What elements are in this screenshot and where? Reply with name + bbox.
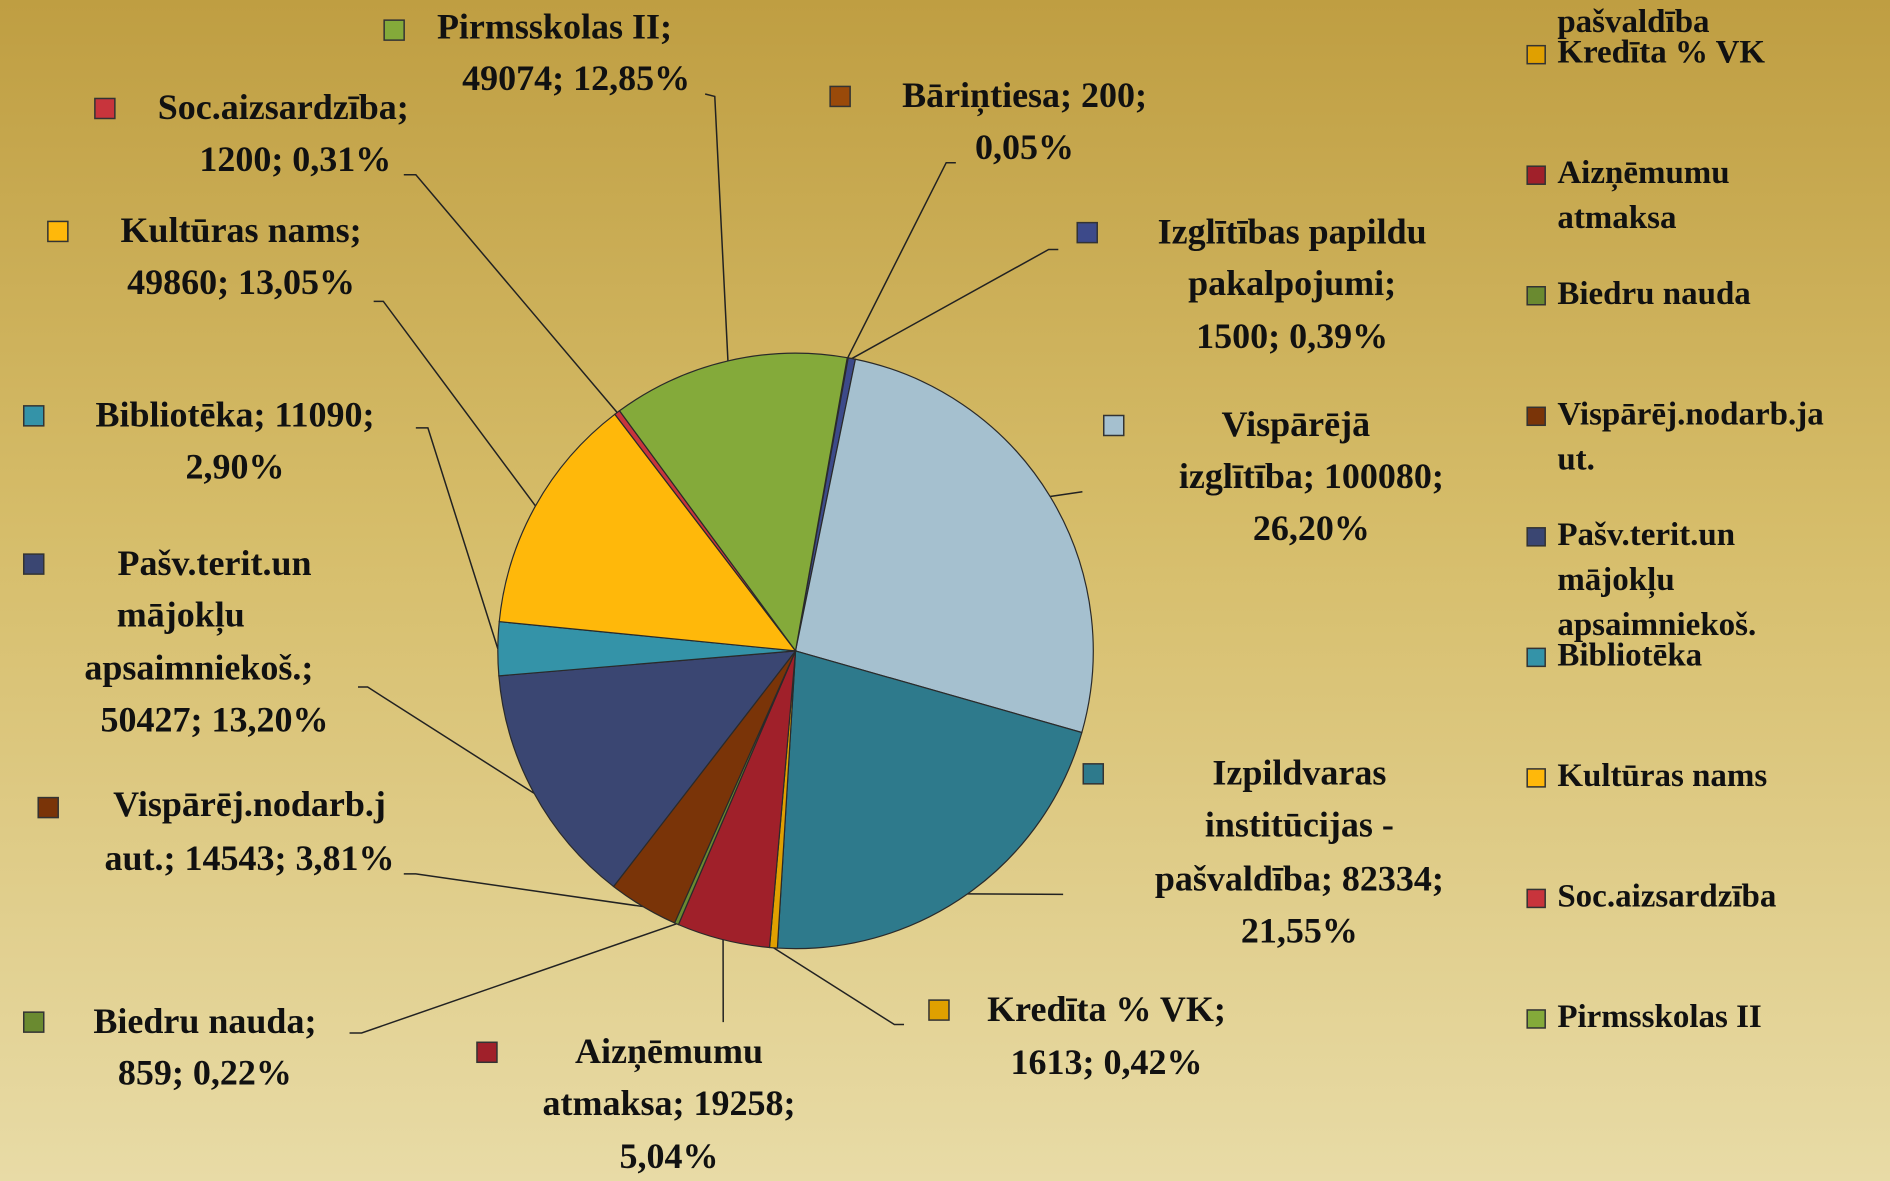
data-label: Pašv.terit.un — [118, 543, 312, 583]
data-label: Bibliotēka; 11090; — [96, 395, 375, 435]
legend-label: Biedru nauda — [1557, 275, 1751, 311]
data-label: 49074; 12,85% — [462, 58, 690, 98]
data-label: Soc.aizsardzība; — [158, 87, 409, 127]
data-label: Biedru nauda; — [93, 1001, 316, 1041]
leader-lines — [349, 93, 1083, 1034]
label-marker — [23, 1011, 45, 1033]
legend-marker — [1526, 1009, 1546, 1029]
label-marker — [383, 19, 405, 41]
data-label: Izglītības papildu — [1158, 211, 1427, 251]
label-marker — [829, 85, 851, 108]
legend: BāriņtiesaIzglītībaspapildupakalpojumiVi… — [1526, 0, 1824, 1035]
legend-marker — [1526, 44, 1546, 65]
data-label: 5,04% — [619, 1136, 718, 1176]
legend-marker — [1526, 406, 1546, 427]
leader-line — [704, 93, 729, 361]
leader-line — [1049, 491, 1083, 498]
legend-label: Pirmsskolas II — [1557, 999, 1761, 1035]
pie — [497, 352, 1094, 950]
data-label: pašvaldība; 82334; — [1155, 859, 1444, 899]
data-label: Pirmsskolas II; — [437, 6, 672, 46]
data-label: 50427; 13,20% — [101, 699, 329, 739]
label-marker — [47, 220, 69, 243]
label-marker — [94, 97, 116, 120]
data-label: 49860; 13,05% — [127, 262, 355, 302]
legend-label: Pašv.terit.un mājokļu apsaimniekoš. — [1557, 516, 1756, 642]
leader-line — [357, 686, 535, 794]
pie-slice — [498, 650, 797, 888]
pie-slice — [794, 358, 1094, 734]
label-marker — [37, 796, 59, 819]
pie-slice — [618, 352, 848, 653]
data-label: 1613; 0,42% — [1011, 1042, 1203, 1082]
leader-line — [349, 923, 677, 1034]
label-marker — [23, 553, 45, 575]
legend-label: Aizņēmumu atmaksa — [1557, 155, 1729, 236]
legend-label: Vispārēj.nodarb.ja ut. — [1557, 396, 1823, 477]
legend-marker — [1526, 888, 1546, 909]
data-label: 2,90% — [186, 446, 285, 486]
data-label: Vispārējā — [1221, 404, 1370, 444]
legend-label: Kultūras nams — [1557, 757, 1767, 793]
data-label: 0,05% — [975, 127, 1074, 167]
leader-line — [851, 248, 1059, 360]
data-label: institūcijas - — [1205, 804, 1394, 844]
label-marker — [928, 999, 950, 1021]
data-label: 1500; 0,39% — [1196, 316, 1388, 356]
legend-label: Bibliotēka — [1557, 637, 1702, 673]
data-label: Bāriņtiesa; 200; — [902, 75, 1147, 117]
leader-line — [773, 947, 905, 1026]
data-label: Aizņēmumu — [575, 1031, 763, 1073]
label-marker — [1076, 221, 1098, 244]
legend-marker — [1526, 768, 1546, 788]
data-label: 1200; 0,31% — [199, 139, 391, 179]
pie-slice — [498, 413, 797, 652]
data-label: Kredīta % VK; — [987, 989, 1226, 1029]
legend-label: Soc.aizsardzība — [1557, 878, 1776, 914]
data-label: pakalpojumi; — [1188, 263, 1396, 303]
leader-line — [847, 161, 956, 359]
leader-line — [403, 174, 618, 414]
label-marker — [1103, 414, 1125, 437]
legend-label: Kredīta % VK — [1557, 34, 1765, 70]
data-label: Kultūras nams; — [121, 210, 362, 250]
label-marker — [476, 1041, 498, 1064]
legend-marker — [1526, 527, 1546, 547]
data-label: mājokļu — [117, 595, 245, 637]
leader-line — [415, 427, 499, 649]
data-label: aut.; 14543; 3,81% — [105, 838, 395, 878]
legend-marker — [1526, 647, 1546, 668]
legend-marker — [1526, 165, 1546, 185]
data-label: 859; 0,22% — [118, 1053, 292, 1093]
data-label: 26,20% — [1253, 508, 1370, 548]
data-label: Vispārēj.nodarb.j — [113, 784, 386, 824]
legend-marker — [1526, 286, 1546, 306]
data-label: atmaksa; 19258; — [542, 1083, 795, 1123]
label-marker — [23, 405, 45, 427]
leader-line — [373, 300, 537, 507]
data-label: 21,55% — [1241, 910, 1358, 950]
leader-line — [403, 873, 644, 908]
label-marker — [1082, 763, 1105, 785]
pie-slice — [776, 650, 1083, 950]
data-label: izglītība; 100080; — [1179, 456, 1444, 496]
data-labels: Bāriņtiesa; 200; 0,05% Izglītības papildu p… — [23, 6, 1444, 1176]
data-label: Izpildvaras — [1212, 753, 1386, 793]
data-label: apsaimniekoš.; — [84, 648, 313, 688]
